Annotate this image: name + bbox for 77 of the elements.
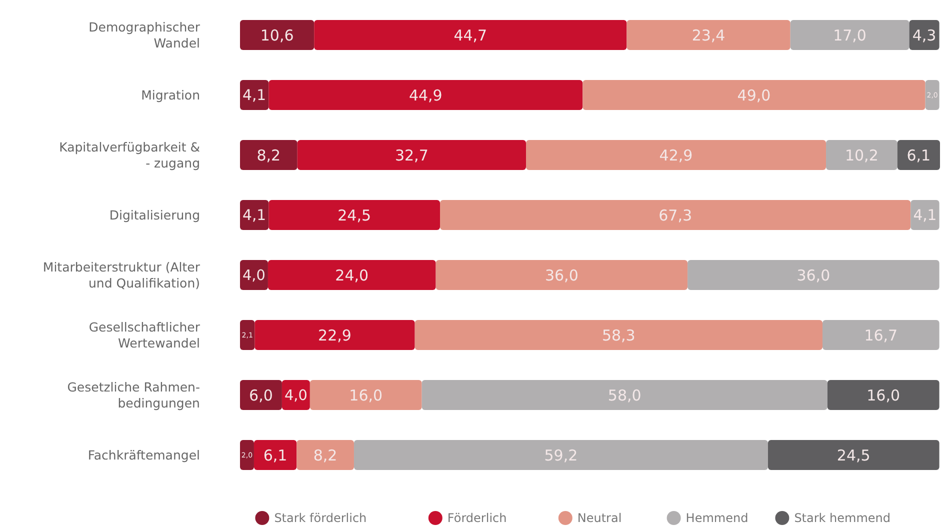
data-label: 24,5 — [836, 446, 870, 464]
bar — [240, 320, 255, 350]
bar — [240, 440, 254, 470]
y-tick-label: Gesellschaftlicher Wertewandel — [88, 319, 201, 350]
data-label: 4,3 — [912, 26, 936, 44]
bar — [440, 200, 911, 230]
data-label: 6,0 — [249, 386, 273, 404]
bar — [310, 380, 422, 410]
bar — [582, 80, 926, 110]
bar — [688, 260, 940, 290]
bar — [240, 140, 298, 170]
data-label: 24,0 — [335, 266, 369, 284]
data-label: 44,9 — [408, 86, 442, 104]
bar — [822, 320, 940, 350]
data-label: 4,1 — [242, 207, 266, 224]
bar — [297, 140, 526, 170]
bar — [422, 380, 828, 410]
data-label: 42,9 — [659, 146, 693, 164]
bar — [826, 140, 898, 170]
legend-label: Neutral — [577, 511, 622, 526]
data-label: 4,1 — [913, 207, 937, 224]
bar — [240, 20, 314, 50]
data-label: 16,7 — [864, 326, 898, 344]
bar — [296, 440, 354, 470]
data-label: 16,0 — [866, 386, 900, 404]
bar — [240, 380, 282, 410]
bar — [910, 200, 940, 230]
bar — [414, 320, 823, 350]
bar — [526, 140, 826, 170]
data-label: 10,6 — [260, 26, 294, 44]
data-label: 59,2 — [544, 446, 578, 464]
data-label: 10,2 — [844, 146, 878, 164]
data-label: 67,3 — [658, 206, 692, 224]
bar — [925, 80, 940, 110]
data-label: 4,0 — [284, 388, 308, 404]
data-label: 36,0 — [544, 266, 578, 284]
data-label: 44,7 — [454, 26, 488, 44]
data-label: 58,3 — [602, 326, 636, 344]
y-tick-label: Kapitalverfügbarkeit & - zugang — [59, 139, 200, 170]
y-tick-label: Mitarbeiterstruktur (Alter und Qualifikation) — [42, 259, 201, 290]
bar — [436, 260, 688, 290]
bar — [254, 320, 415, 350]
data-label: 6,1 — [906, 146, 931, 164]
bar — [626, 20, 790, 50]
legend-label: Stark förderlich — [274, 511, 367, 526]
data-label: 58,0 — [608, 386, 642, 404]
bar — [768, 440, 940, 470]
data-label: 16,0 — [349, 386, 383, 404]
y-tick-label: Demographischer Wandel — [88, 19, 201, 50]
y-tick-label: Digitalisierung — [109, 207, 200, 222]
legend-label: Förderlich — [447, 511, 507, 526]
data-label: 36,0 — [796, 266, 830, 284]
data-label: 32,7 — [394, 146, 428, 164]
data-label: 49,0 — [737, 86, 771, 104]
data-label: 23,4 — [692, 26, 726, 44]
data-label: 22,9 — [318, 326, 352, 344]
bar — [314, 20, 627, 50]
bar — [268, 260, 436, 290]
data-label: 17,0 — [833, 26, 866, 44]
y-tick-label: Migration — [141, 87, 200, 102]
legend-label: Hemmend — [686, 511, 748, 526]
data-label: 4,1 — [242, 87, 266, 104]
data-label: 8,2 — [256, 146, 281, 164]
data-label: 8,2 — [313, 446, 338, 464]
legend-label: Stark hemmend — [794, 511, 891, 526]
bar — [268, 80, 583, 110]
bar — [254, 440, 297, 470]
bar — [827, 380, 940, 410]
y-tick-label: Fachkräftemangel — [88, 447, 200, 462]
data-label: 24,5 — [338, 206, 372, 224]
bar — [790, 20, 910, 50]
bar — [897, 140, 940, 170]
y-tick-label: Gesetzliche Rahmen- bedingungen — [67, 379, 200, 410]
bar — [268, 200, 440, 230]
data-label: 4,0 — [242, 268, 266, 284]
data-label: 6,1 — [263, 446, 288, 464]
bar — [354, 440, 768, 470]
